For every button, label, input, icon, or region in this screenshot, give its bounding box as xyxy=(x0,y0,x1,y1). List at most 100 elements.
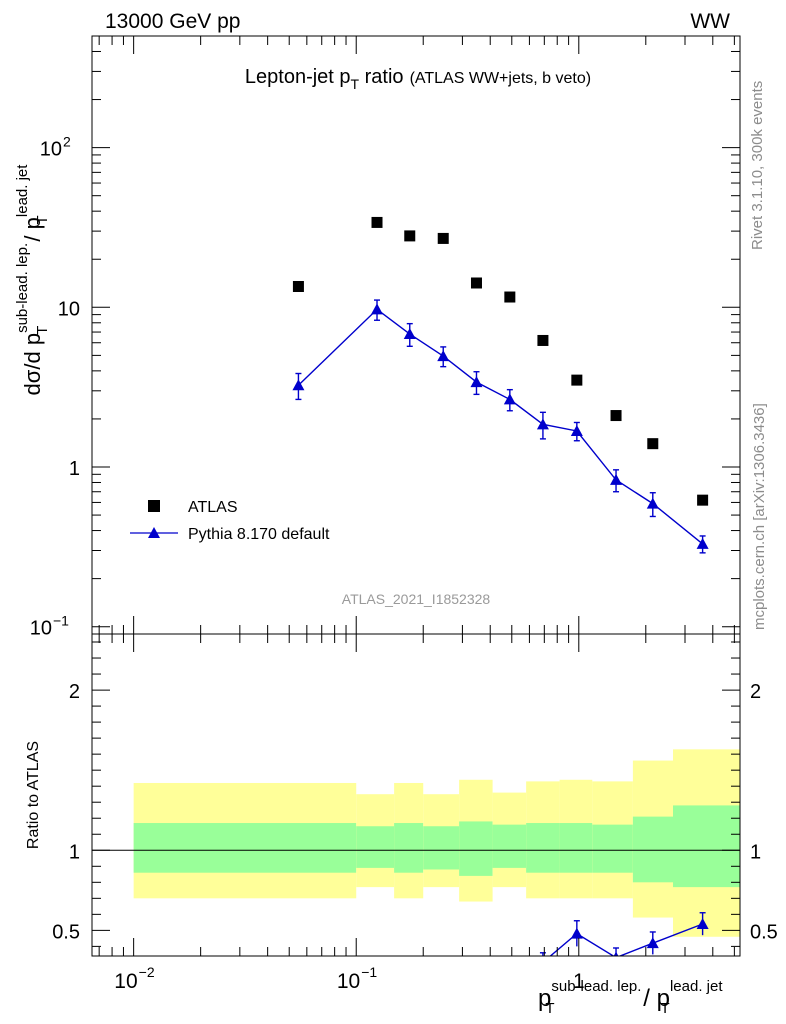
ratio-green-band xyxy=(526,823,560,873)
svg-text:dσ/d psub-lead. lep.T / plead.: dσ/d psub-lead. lep. T / plead. jetT xyxy=(14,164,51,396)
ratio-plot-frame xyxy=(91,633,741,957)
xlabel-sup2: lead. jet xyxy=(670,978,723,995)
main-y-tick-label: 10 xyxy=(58,298,80,320)
main-y-axis-label: dσ/d psub-lead. lep. T / plead. jetT xyxy=(14,164,51,396)
atlas-data-point xyxy=(697,494,709,506)
ratio-mc-point xyxy=(613,951,619,956)
ratio-green-band xyxy=(559,823,593,873)
header-energy-label: 13000 GeV pp xyxy=(105,10,240,33)
legend: ATLAS Pythia 8.170 default xyxy=(130,499,330,543)
ylabel-sub1: T xyxy=(34,326,51,335)
xlabel-mid: / p xyxy=(637,985,670,1012)
xlabel-sub2: T xyxy=(661,1000,670,1017)
ratio-green-band xyxy=(133,823,357,873)
main-y-tick-label: 1 xyxy=(69,458,80,480)
ratio-y-tick-label-left: 0.5 xyxy=(52,921,80,943)
legend-atlas-marker xyxy=(148,500,160,512)
mc-point xyxy=(503,393,516,405)
ylabel-sub2: T xyxy=(34,215,51,224)
x-tick-label: 1 xyxy=(573,970,585,993)
ratio-y-tick-label-left: 2 xyxy=(69,681,80,703)
analysis-id-watermark: ATLAS_2021_I1852328 xyxy=(342,591,491,607)
ratio-mc-line xyxy=(549,923,703,956)
main-y-tick-exponent: 2 xyxy=(63,134,71,150)
header-process-label: WW xyxy=(690,10,730,33)
ratio-y-tick-labels: 0.5 0.5 1 1 2 2 xyxy=(52,681,778,943)
title-subscript: T xyxy=(351,76,360,92)
x-tick-exponent: −2 xyxy=(139,964,155,980)
ratio-mc-point xyxy=(537,956,549,967)
title-tail: ratio xyxy=(359,66,403,88)
mc-point xyxy=(610,473,623,485)
x-tick-label: 10 xyxy=(114,970,137,993)
ylabel-pre: dσ/d p xyxy=(20,333,45,396)
xlabel-pre: p xyxy=(538,985,551,1012)
mc-point xyxy=(403,328,416,340)
ratio-green-band xyxy=(459,821,493,876)
xlabel-sup1: sub-lead. lep. xyxy=(551,978,641,995)
legend-mc-marker xyxy=(148,527,160,538)
mc-point xyxy=(570,425,583,437)
title-note: (ATLAS WW+jets, b veto) xyxy=(410,70,592,87)
ratio-green-band xyxy=(492,824,527,868)
mc-point xyxy=(646,497,659,509)
legend-atlas-label: ATLAS xyxy=(188,499,238,516)
mcplots-reference-label: mcplots.cern.ch [arXiv:1306.3436] xyxy=(751,403,768,630)
ylabel-mid: / p xyxy=(20,217,45,248)
ratio-green-band xyxy=(672,805,740,888)
mc-point xyxy=(536,418,549,430)
ratio-green-band xyxy=(592,824,633,873)
ratio-mc-point xyxy=(570,927,583,939)
ratio-plot-panel: 0.5 0.51 12 2 10 −2 10 −1 1 Ratio to ATLAS psub… xyxy=(25,633,778,1017)
mc-point xyxy=(437,350,450,362)
ratio-axis-ticks xyxy=(92,634,740,956)
atlas-data-point xyxy=(504,291,516,303)
ratio-green-band xyxy=(394,823,424,873)
atlas-data-point xyxy=(292,280,304,292)
ratio-green-band xyxy=(632,816,673,883)
atlas-data-point xyxy=(470,277,482,289)
atlas-data-point xyxy=(571,374,583,386)
atlas-data-point xyxy=(437,232,449,244)
x-axis-label: psub-lead. lep. T / plead. jet T xyxy=(538,978,723,1017)
ratio-mc-point xyxy=(696,917,709,929)
ratio-mc-series xyxy=(537,912,709,967)
x-tick-exponent: −1 xyxy=(361,964,377,980)
main-y-tick-label: 10 xyxy=(30,618,52,640)
atlas-data-point xyxy=(610,410,622,422)
atlas-data-point xyxy=(647,438,659,450)
xlabel-sub1: T xyxy=(545,1000,554,1017)
main-plot-frame xyxy=(91,35,741,635)
ratio-y-tick-label-right: 0.5 xyxy=(750,921,778,943)
rivet-version-label: Rivet 3.1.10, 300k events xyxy=(749,81,766,250)
main-title: Lepton-jet pT ratio (ATLAS WW+jets, b vet… xyxy=(245,66,591,92)
mc-series-group xyxy=(292,299,709,554)
x-tick-label: 10 xyxy=(337,970,360,993)
mc-point xyxy=(470,376,483,388)
ratio-y-tick-label-right: 1 xyxy=(750,841,761,863)
mc-point xyxy=(292,379,305,391)
main-axis-ticks xyxy=(92,35,740,635)
ratio-y-tick-label-right: 2 xyxy=(750,681,761,703)
title-text: Lepton-jet p xyxy=(245,66,351,88)
ratio-uncertainty-bands xyxy=(133,749,740,937)
atlas-data-points xyxy=(292,216,709,506)
mc-series-line xyxy=(297,308,704,545)
legend-mc-label: Pythia 8.170 default xyxy=(188,526,330,543)
ratio-green-band xyxy=(356,826,395,868)
ratio-y-axis-label: Ratio to ATLAS xyxy=(25,741,42,849)
atlas-data-point xyxy=(371,216,383,228)
ratio-green-band xyxy=(423,826,460,870)
atlas-data-point xyxy=(404,230,416,242)
ratio-mc-point xyxy=(646,937,659,949)
ylabel-sup1: sub-lead. lep. xyxy=(14,243,31,333)
ylabel-sup2: lead. jet xyxy=(14,164,31,217)
ratio-y-tick-label-left: 1 xyxy=(69,841,80,863)
x-tick-labels: 10 −2 10 −1 1 xyxy=(114,964,584,993)
main-y-tick-label: 10 xyxy=(40,139,62,161)
main-y-tick-exponent: −1 xyxy=(53,613,69,629)
mc-point xyxy=(371,303,384,315)
